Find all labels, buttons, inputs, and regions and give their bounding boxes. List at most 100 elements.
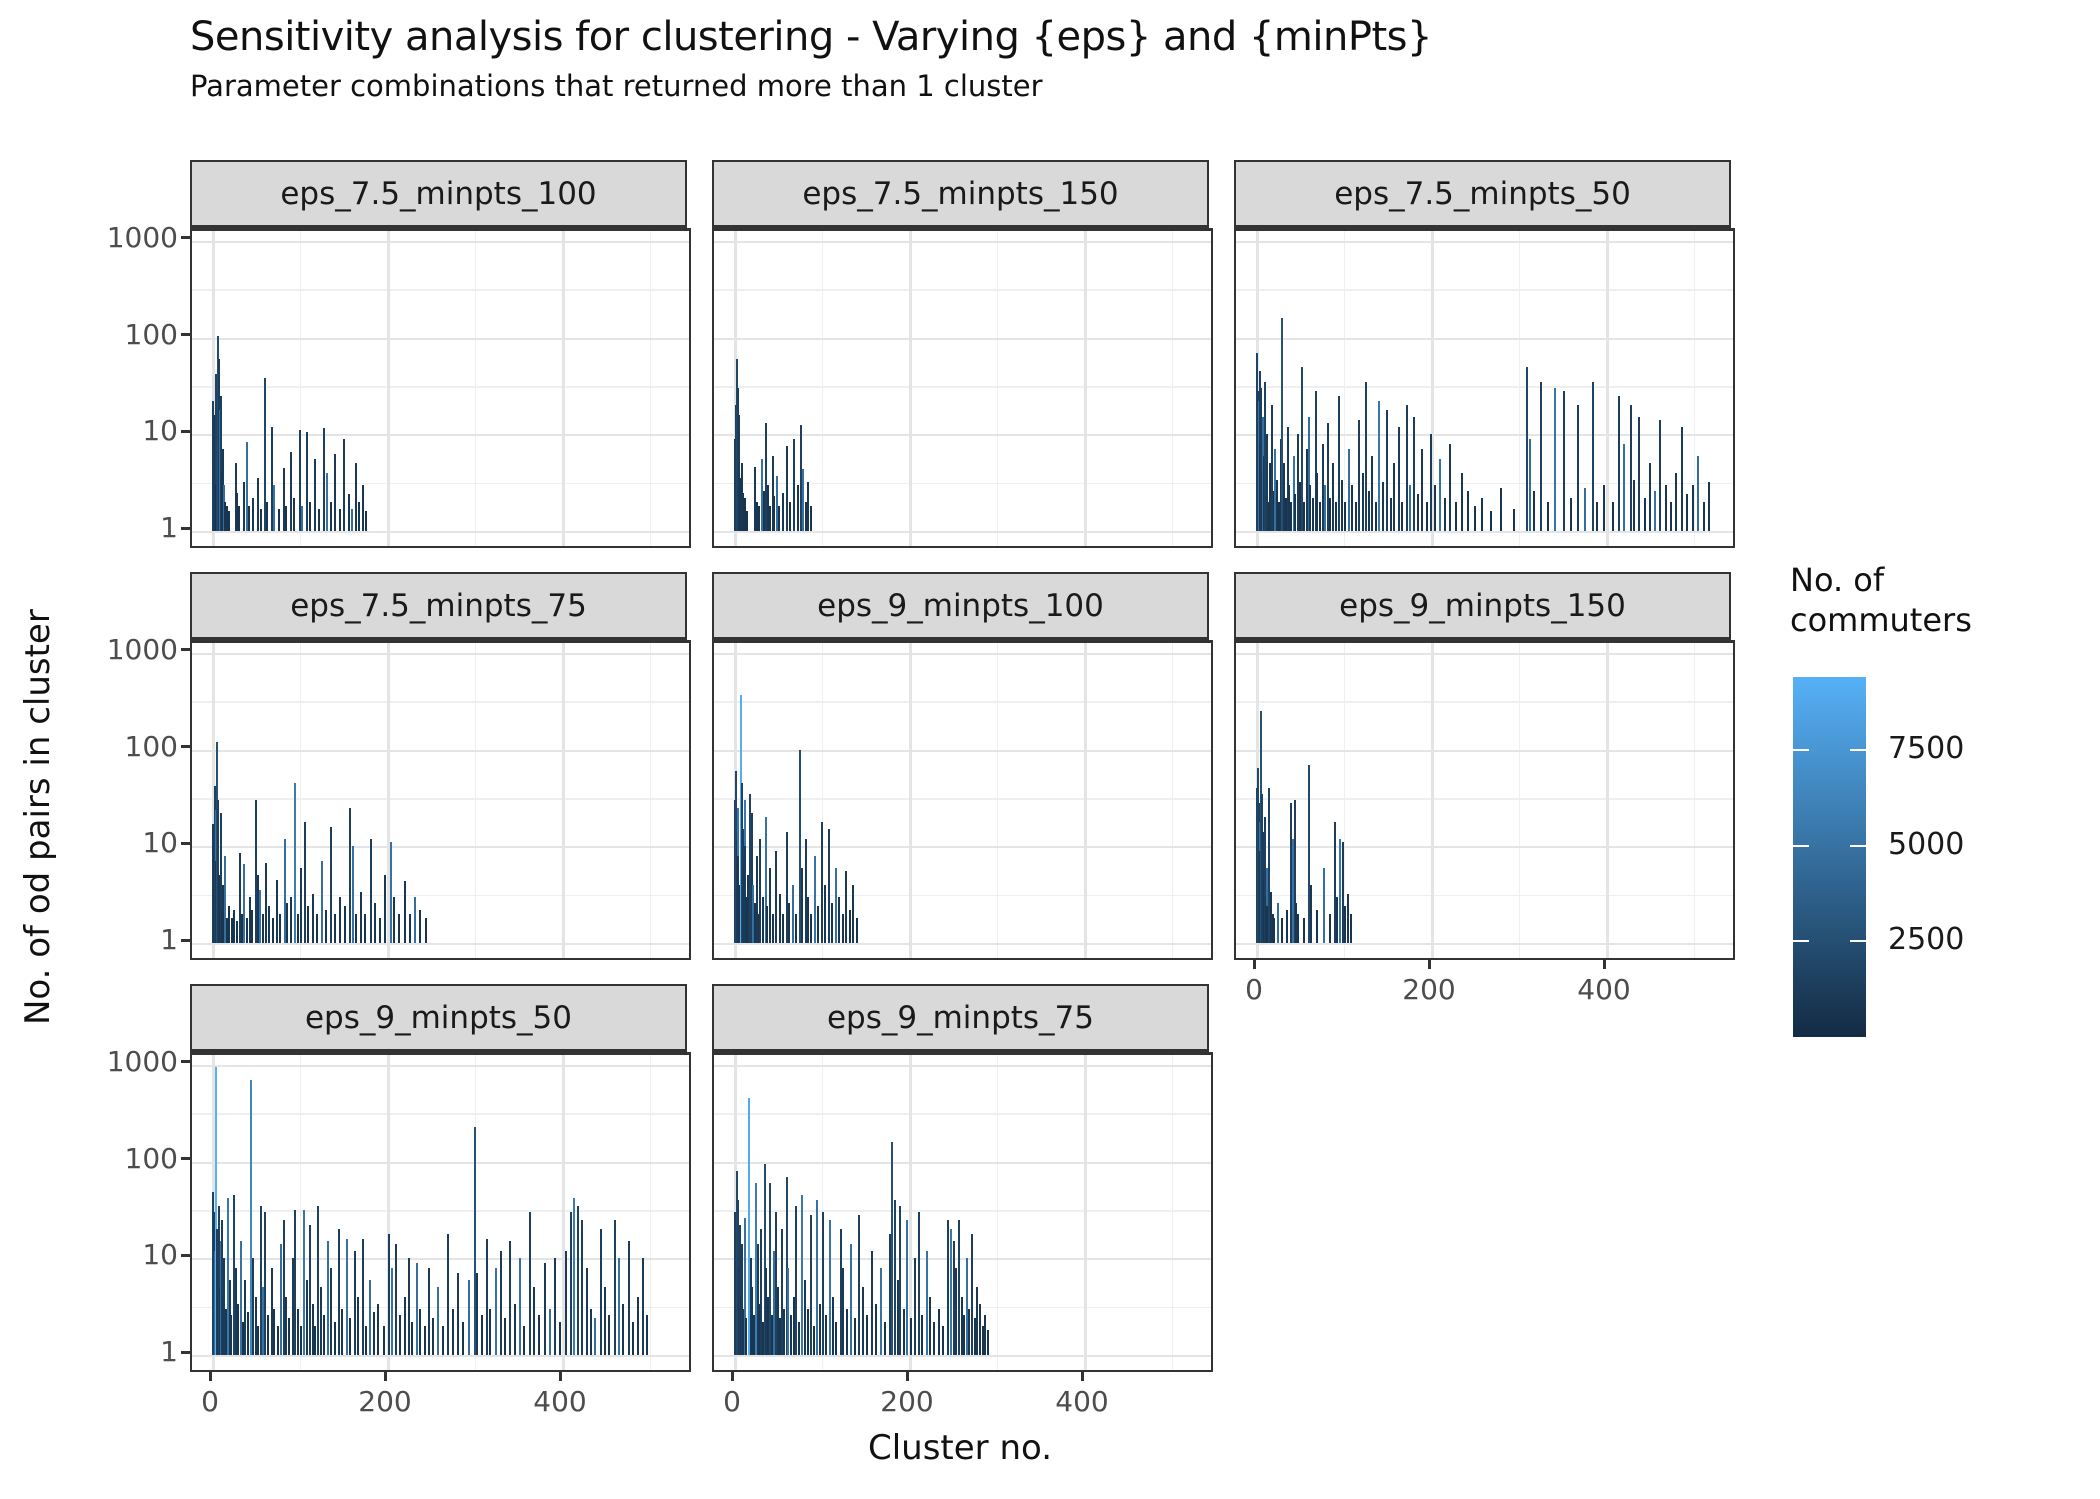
bar bbox=[1358, 420, 1361, 531]
bar bbox=[1329, 497, 1332, 531]
bar bbox=[1633, 479, 1635, 531]
legend-tick-mark bbox=[1850, 844, 1866, 847]
facet-strip: eps_9_minpts_75 bbox=[712, 984, 1209, 1052]
bar bbox=[307, 906, 310, 943]
bar bbox=[1309, 484, 1312, 531]
bar bbox=[866, 1314, 868, 1355]
bar bbox=[750, 813, 753, 943]
bar bbox=[282, 467, 285, 531]
y-tick-label: 1 bbox=[160, 923, 178, 956]
bar bbox=[1648, 463, 1651, 531]
bar bbox=[765, 1267, 768, 1355]
gridline-x-minor bbox=[649, 1055, 651, 1370]
y-tick-mark bbox=[181, 1060, 190, 1064]
bar bbox=[768, 1183, 771, 1355]
bar bbox=[765, 423, 768, 531]
bar bbox=[246, 918, 248, 943]
bar bbox=[576, 1205, 579, 1355]
bar bbox=[1277, 501, 1280, 531]
gridline-x-major bbox=[212, 643, 215, 958]
bar bbox=[835, 1321, 838, 1355]
gridline-y-major bbox=[714, 652, 1211, 655]
bar bbox=[824, 884, 826, 943]
bar bbox=[228, 1279, 231, 1355]
bar bbox=[225, 506, 228, 531]
legend-tick-mark bbox=[1793, 748, 1809, 751]
gridline-y-minor bbox=[714, 289, 1211, 291]
facet-panel bbox=[712, 640, 1213, 960]
bar bbox=[314, 1325, 317, 1355]
gridline-x-major bbox=[909, 231, 912, 546]
gridline-x-minor bbox=[474, 231, 476, 546]
bar bbox=[1349, 913, 1352, 943]
bar bbox=[573, 1198, 576, 1355]
legend-tick-mark bbox=[1793, 940, 1809, 943]
bar bbox=[758, 506, 761, 531]
bar bbox=[317, 508, 320, 531]
bar bbox=[1268, 788, 1271, 943]
y-tick-mark bbox=[181, 745, 190, 749]
bar bbox=[984, 1314, 987, 1355]
bar bbox=[528, 1212, 531, 1355]
bar bbox=[424, 918, 427, 943]
gridline-y-minor bbox=[1236, 482, 1733, 485]
bar bbox=[957, 1219, 960, 1355]
bar bbox=[778, 1318, 781, 1355]
bar bbox=[778, 894, 781, 943]
y-tick-label: 1000 bbox=[106, 1044, 178, 1078]
facet-panel bbox=[712, 1052, 1213, 1372]
bar bbox=[806, 1308, 809, 1355]
bar bbox=[1266, 906, 1269, 943]
bar bbox=[818, 1303, 821, 1355]
bar bbox=[266, 501, 269, 531]
bar bbox=[817, 906, 819, 943]
bar bbox=[364, 913, 367, 943]
facet-strip-label: eps_9_minpts_100 bbox=[817, 587, 1104, 624]
bar bbox=[641, 1258, 644, 1355]
bar bbox=[855, 918, 858, 943]
bar bbox=[1591, 381, 1594, 531]
bar bbox=[1563, 391, 1565, 531]
bar bbox=[351, 846, 354, 943]
bar bbox=[831, 1296, 834, 1355]
bar bbox=[282, 1219, 285, 1355]
gridline-x-major bbox=[1431, 231, 1434, 546]
bar bbox=[305, 432, 308, 531]
bar bbox=[891, 1141, 894, 1355]
bar bbox=[871, 1250, 874, 1355]
bar bbox=[1603, 484, 1606, 531]
bar bbox=[1288, 484, 1291, 531]
bar bbox=[1323, 867, 1326, 943]
gridline-x-minor bbox=[649, 231, 651, 546]
bar bbox=[909, 1318, 912, 1355]
bar bbox=[792, 1296, 795, 1355]
bar bbox=[1293, 800, 1296, 943]
gridline-x-minor bbox=[1693, 231, 1695, 546]
bar bbox=[533, 1287, 535, 1355]
gridline-x-minor bbox=[996, 1055, 998, 1370]
bar bbox=[211, 401, 214, 531]
bar bbox=[1361, 472, 1364, 531]
gridline-y-minor bbox=[192, 894, 689, 897]
bar bbox=[442, 1325, 444, 1355]
bar bbox=[585, 1267, 588, 1355]
bar bbox=[337, 1229, 340, 1355]
bar bbox=[1339, 838, 1341, 943]
bar bbox=[744, 497, 747, 531]
bar bbox=[230, 1314, 233, 1355]
bar bbox=[807, 896, 810, 943]
gridline-y-minor bbox=[714, 1210, 1211, 1212]
bar bbox=[965, 1258, 968, 1355]
facet-panel bbox=[712, 228, 1213, 548]
gridline-y-major bbox=[192, 1064, 689, 1067]
bar bbox=[1409, 484, 1411, 531]
bar bbox=[261, 1287, 264, 1355]
bar bbox=[256, 875, 259, 943]
bar bbox=[285, 506, 288, 531]
bar bbox=[559, 1321, 562, 1355]
bar bbox=[333, 913, 336, 943]
bar bbox=[377, 1303, 380, 1355]
gridline-x-minor bbox=[474, 643, 476, 958]
gridline-y-major bbox=[714, 943, 1211, 945]
bar bbox=[1270, 405, 1273, 531]
